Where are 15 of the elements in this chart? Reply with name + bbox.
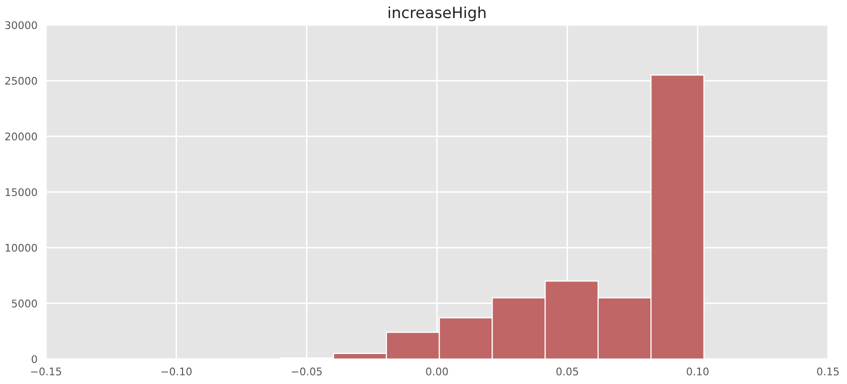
x-tick-label: 0.05 — [556, 368, 578, 376]
x-tick-label: 0.10 — [686, 368, 709, 376]
x-tick-label: −0.15 — [31, 368, 62, 376]
x-tick-label: 0.15 — [817, 368, 839, 376]
y-tick-label: 5000 — [12, 300, 37, 308]
x-tick-label: −0.10 — [161, 368, 192, 376]
y-tick-label: 30000 — [5, 21, 37, 30]
y-tick-label: 25000 — [5, 76, 37, 85]
y-tick-label: 0 — [32, 355, 37, 364]
y-tick-label: 20000 — [5, 132, 37, 140]
x-tick-label: 0.00 — [426, 368, 448, 376]
y-tick-label: 15000 — [6, 188, 37, 196]
x-tick-label: −0.05 — [292, 368, 322, 376]
chart-title: increaseHigh — [388, 6, 486, 22]
y-tick-label: 10000 — [6, 244, 37, 252]
